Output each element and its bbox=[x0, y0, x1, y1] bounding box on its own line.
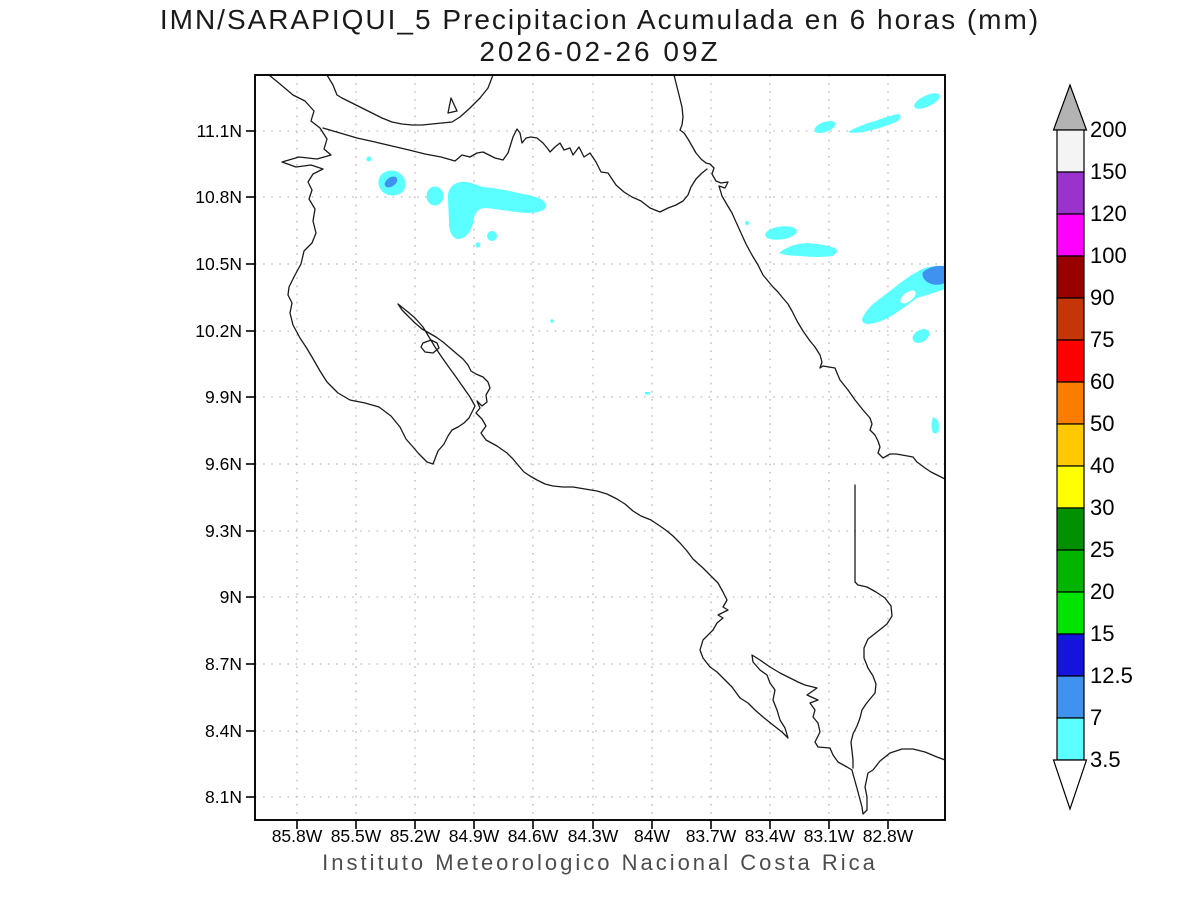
precip-core bbox=[922, 266, 945, 285]
colorbar-box bbox=[1056, 675, 1085, 719]
x-tick-label: 84.9W bbox=[449, 826, 500, 846]
colorbar-arrow-above-max bbox=[1052, 83, 1088, 131]
colorbar-label: 120 bbox=[1090, 201, 1127, 226]
colorbar-box bbox=[1056, 717, 1085, 761]
colorbar-labels: 200 150 120 100 90 75 60 50 40 30 25 20 … bbox=[1090, 117, 1133, 772]
y-tick-label: 9.3N bbox=[205, 521, 242, 541]
lake-nicaragua-shore bbox=[326, 75, 494, 126]
chart-title: IMN/SARAPIQUI_5 Precipitacion Acumulada … bbox=[159, 4, 1041, 35]
precip-patch bbox=[862, 265, 945, 324]
precip-patch bbox=[765, 226, 797, 240]
y-tick-label: 8.7N bbox=[205, 654, 242, 674]
y-tick-label: 10.8N bbox=[195, 187, 242, 207]
colorbar-box bbox=[1056, 465, 1085, 509]
colorbar: 200 150 120 100 90 75 60 50 40 30 25 20 … bbox=[1052, 83, 1133, 811]
coastlines bbox=[268, 75, 945, 815]
x-tick-label: 85.2W bbox=[390, 826, 441, 846]
lake-island bbox=[447, 97, 458, 114]
y-axis-labels: 11.1N 10.8N 10.5N 10.2N 9.9N 9.6N 9.3N 9… bbox=[195, 121, 242, 807]
x-tick-label: 83.1W bbox=[804, 826, 855, 846]
map-plot-area: 85.8W 85.5W 85.2W 84.9W 84.6W 84.3W 84W … bbox=[195, 74, 946, 846]
x-tick-label: 84.6W bbox=[508, 826, 559, 846]
colorbar-label: 100 bbox=[1090, 243, 1127, 268]
y-tick-label: 9.6N bbox=[205, 454, 242, 474]
caribbean-coastline bbox=[673, 75, 945, 480]
colorbar-box bbox=[1056, 213, 1085, 257]
x-axis-labels: 85.8W 85.5W 85.2W 84.9W 84.6W 84.3W 84W … bbox=[272, 826, 914, 846]
precip-patch bbox=[745, 221, 749, 225]
precip-patch bbox=[487, 231, 497, 241]
precip-patch bbox=[366, 156, 372, 162]
y-tick-label: 8.4N bbox=[205, 721, 242, 741]
gridlines bbox=[255, 75, 945, 820]
y-tick-label: 9N bbox=[220, 587, 242, 607]
colorbar-label: 12.5 bbox=[1090, 663, 1133, 688]
precip-patch bbox=[848, 114, 901, 133]
colorbar-label: 30 bbox=[1090, 495, 1114, 520]
colorbar-box bbox=[1056, 381, 1085, 425]
colorbar-label: 15 bbox=[1090, 621, 1114, 646]
colorbar-arrow-below-min bbox=[1052, 759, 1088, 811]
colorbar-label: 200 bbox=[1090, 117, 1127, 142]
precip-patch bbox=[645, 392, 650, 395]
colorbar-label: 3.5 bbox=[1090, 747, 1121, 772]
precip-patch bbox=[475, 242, 481, 248]
colorbar-label: 40 bbox=[1090, 453, 1114, 478]
x-tick-label: 85.8W bbox=[272, 826, 323, 846]
x-tick-label: 84W bbox=[634, 826, 670, 846]
y-tick-label: 10.5N bbox=[195, 254, 242, 274]
precip-patch bbox=[550, 319, 554, 323]
y-tick-label: 11.1N bbox=[197, 121, 242, 141]
panama-border-line bbox=[850, 484, 893, 769]
colorbar-box bbox=[1056, 171, 1085, 215]
precip-patch bbox=[931, 417, 939, 434]
colorbar-box bbox=[1056, 591, 1085, 635]
y-tick-label: 9.9N bbox=[205, 387, 242, 407]
colorbar-label: 75 bbox=[1090, 327, 1114, 352]
precip-core bbox=[384, 176, 398, 188]
colorbar-label: 20 bbox=[1090, 579, 1114, 604]
x-tick-label: 83.4W bbox=[745, 826, 796, 846]
x-tick-label: 83.7W bbox=[686, 826, 737, 846]
y-tick-label: 10.2N bbox=[195, 321, 242, 341]
precip-patch bbox=[914, 93, 940, 109]
colorbar-label: 7 bbox=[1090, 705, 1102, 730]
colorbar-box bbox=[1056, 423, 1085, 467]
footer-credit: Instituto Meteorologico Nacional Costa R… bbox=[322, 850, 878, 875]
precip-patch bbox=[779, 243, 837, 257]
colorbar-box bbox=[1056, 633, 1085, 677]
y-tick-label: 8.1N bbox=[205, 787, 242, 807]
colorbar-box bbox=[1056, 255, 1085, 299]
san-juan-river-border bbox=[322, 127, 708, 213]
x-tick-label: 85.5W bbox=[331, 826, 382, 846]
colorbar-label: 60 bbox=[1090, 369, 1114, 394]
colorbar-label: 25 bbox=[1090, 537, 1114, 562]
precip-patch bbox=[814, 120, 836, 134]
map-frame bbox=[254, 74, 946, 821]
colorbar-box bbox=[1056, 297, 1085, 341]
axis-ticks bbox=[246, 130, 889, 829]
precipitation-patches bbox=[366, 93, 945, 434]
precip-patch bbox=[426, 186, 444, 206]
chart-subtitle: 2026-02-26 09Z bbox=[479, 36, 721, 67]
colorbar-box bbox=[1056, 339, 1085, 383]
pacific-coastline bbox=[268, 75, 945, 815]
precip-hole bbox=[900, 290, 916, 304]
colorbar-label: 90 bbox=[1090, 285, 1114, 310]
colorbar-box bbox=[1056, 549, 1085, 593]
precip-patch bbox=[912, 329, 930, 343]
colorbar-label: 150 bbox=[1090, 159, 1127, 184]
colorbar-box bbox=[1056, 129, 1085, 173]
colorbar-box bbox=[1056, 507, 1085, 551]
chira-island bbox=[420, 339, 440, 354]
x-tick-label: 84.3W bbox=[568, 826, 619, 846]
colorbar-label: 50 bbox=[1090, 411, 1114, 436]
precip-patch bbox=[447, 181, 547, 239]
x-tick-label: 82.8W bbox=[863, 826, 914, 846]
